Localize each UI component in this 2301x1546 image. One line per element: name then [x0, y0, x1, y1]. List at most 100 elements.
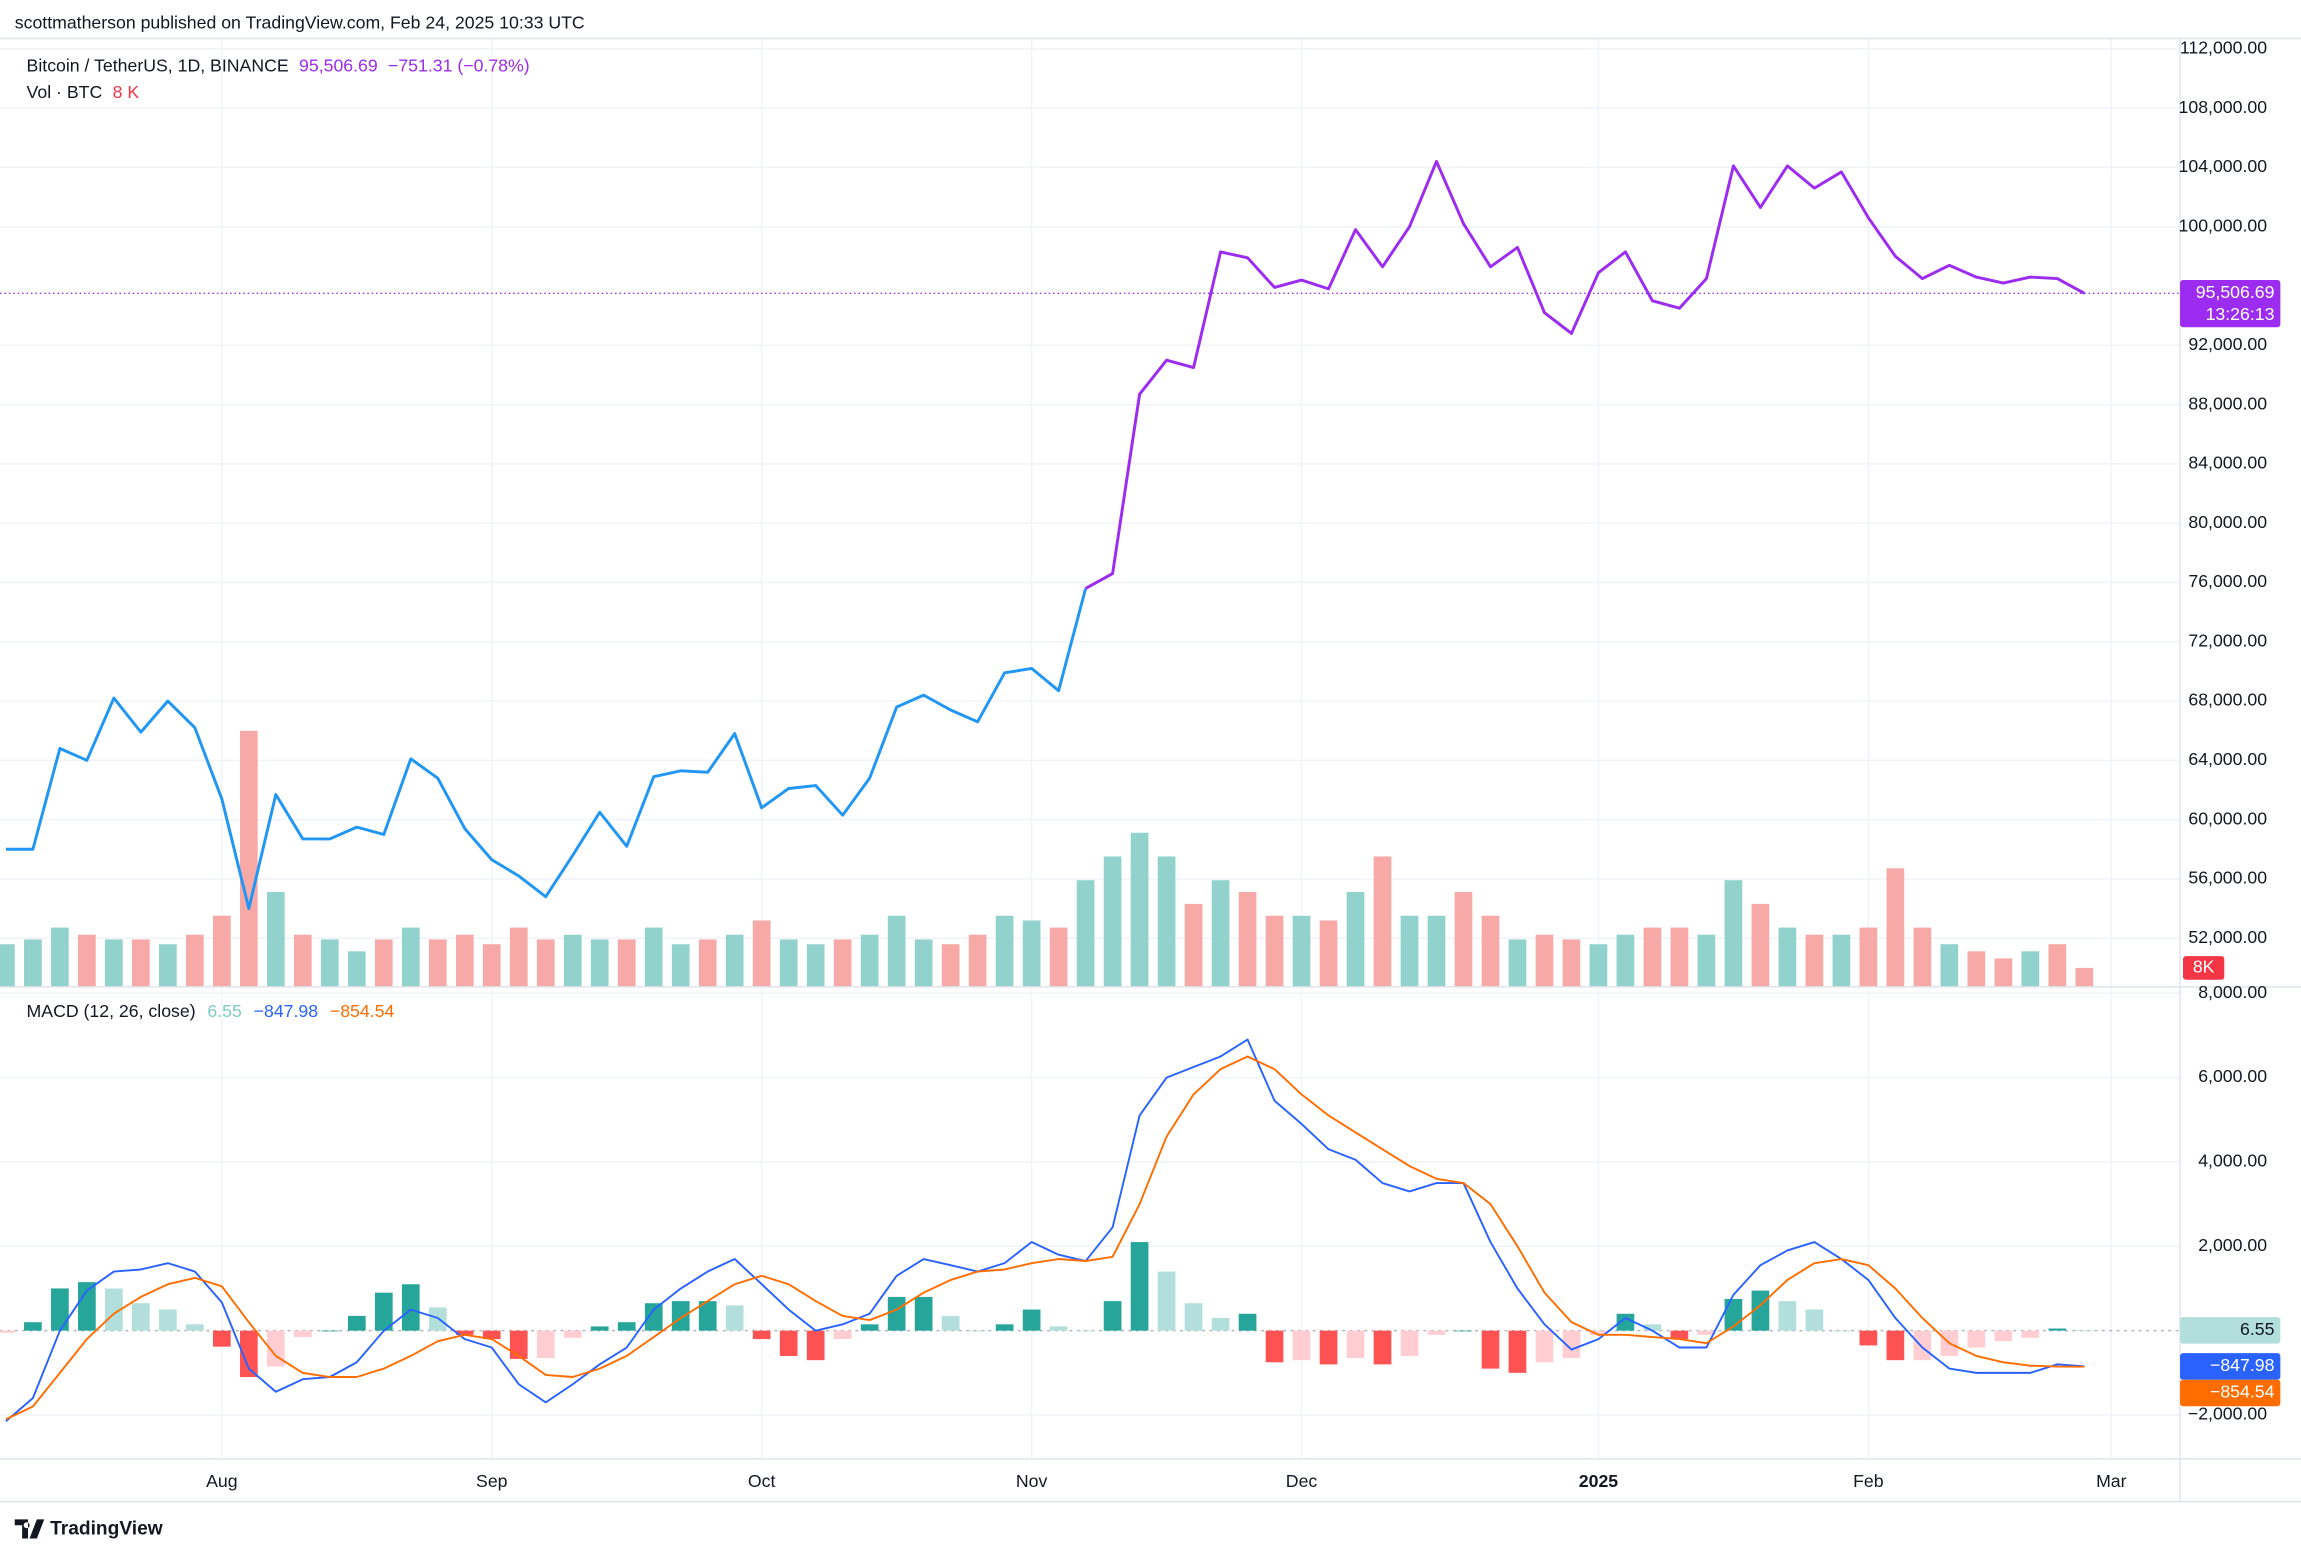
macd-histogram-bar — [1454, 1330, 1473, 1332]
volume-bar — [1670, 927, 1689, 987]
macd-histogram-bar — [1535, 1330, 1554, 1363]
volume-bar — [1292, 915, 1311, 987]
symbol-legend: Bitcoin / TetherUS, 1D, BINANCE 95,506.69… — [27, 55, 530, 75]
y-tick-label: 4,000.00 — [2198, 1151, 2267, 1171]
y-tick-label: 68,000.00 — [2188, 690, 2267, 710]
volume-bar — [1967, 951, 1986, 987]
macd-histogram-bar — [239, 1330, 258, 1378]
macd-histogram-bar — [590, 1326, 609, 1331]
histogram-value: 6.55 — [207, 1001, 242, 1021]
macd-histogram-bar — [1670, 1330, 1689, 1340]
y-tick-label: 64,000.00 — [2188, 749, 2267, 769]
macd-histogram-bar — [1643, 1324, 1662, 1331]
volume-bar — [617, 939, 636, 987]
volume-bar — [887, 915, 906, 987]
macd-value: −847.98 — [254, 1001, 319, 1021]
volume-bar — [1454, 892, 1473, 987]
macd-histogram-bar — [1373, 1330, 1392, 1365]
y-tick-label: 84,000.00 — [2188, 453, 2267, 473]
macd-histogram-bar — [51, 1288, 69, 1331]
macd-histogram-bar — [1265, 1330, 1284, 1363]
macd-histogram-bar — [1238, 1313, 1257, 1331]
macd-histogram-bar — [24, 1322, 42, 1331]
volume-bar — [1130, 832, 1149, 987]
macd-histogram-bar — [293, 1330, 312, 1337]
y-tick-label: 60,000.00 — [2188, 808, 2267, 828]
macd-histogram-bar — [1292, 1330, 1311, 1361]
volume-bar — [1778, 927, 1797, 987]
volume-bar — [1211, 880, 1230, 987]
volume-bar — [536, 939, 555, 987]
volume-bar — [995, 915, 1014, 987]
volume-bar — [725, 934, 744, 987]
macd-histogram-bar — [509, 1330, 528, 1359]
macd-badge — [2180, 1353, 2281, 1380]
macd-histogram-bar — [0, 1330, 15, 1333]
macd-histogram-bar — [860, 1324, 879, 1331]
marks-layer — [0, 159, 2181, 1422]
volume-bar — [1103, 856, 1122, 987]
volume-bar — [860, 934, 879, 987]
volume-bar — [2021, 951, 2040, 987]
y-tick-label: 56,000.00 — [2188, 868, 2267, 888]
macd-histogram-bar — [374, 1292, 393, 1331]
macd-histogram-bar — [1967, 1330, 1986, 1348]
macd-histogram-bar — [2048, 1328, 2067, 1331]
volume-title: Vol · BTC — [27, 82, 103, 102]
volume-bar — [78, 934, 96, 987]
macd-histogram-bar — [1157, 1271, 1176, 1331]
macd-line — [5, 1038, 2085, 1422]
x-tick-label: Aug — [206, 1471, 237, 1491]
x-tick-label: 2025 — [1579, 1471, 1619, 1491]
volume-bar — [779, 939, 798, 987]
macd-histogram-bar — [1778, 1301, 1797, 1331]
volume-bar — [1616, 934, 1635, 987]
macd-histogram-bar — [1508, 1330, 1527, 1373]
volume-bar — [347, 951, 366, 987]
y-tick-label: 92,000.00 — [2188, 334, 2267, 354]
volume-bar — [833, 939, 852, 987]
volume-bar — [428, 939, 447, 987]
macd-histogram-bar — [563, 1330, 582, 1338]
volume-bar — [1886, 868, 1905, 987]
price-badge-value: 95,506.69 — [2196, 282, 2275, 302]
macd-title: MACD (12, 26, close) — [27, 1001, 196, 1021]
volume-bar — [968, 934, 987, 987]
volume-bar — [1400, 915, 1419, 987]
macd-histogram-bar — [1130, 1242, 1149, 1331]
macd-histogram-bar — [78, 1282, 96, 1331]
macd-histogram-bar — [536, 1330, 555, 1359]
macd-histogram-bar — [347, 1315, 366, 1331]
macd-histogram-bar — [212, 1330, 231, 1347]
countdown: 13:26:13 — [2206, 304, 2275, 324]
macd-histogram-bar — [1859, 1330, 1878, 1346]
volume-bar — [185, 934, 204, 987]
volume-bar — [132, 939, 150, 987]
macd-histogram-bar — [671, 1301, 690, 1331]
macd-histogram-bar — [1076, 1330, 1095, 1332]
x-tick-label: Feb — [1853, 1471, 1884, 1491]
volume-bar — [1508, 939, 1527, 987]
logo-icon — [14, 1519, 45, 1539]
macd-histogram-bar — [159, 1309, 177, 1331]
macd-histogram-bar — [320, 1330, 339, 1332]
volume-bar — [1319, 920, 1338, 987]
macd-histogram-bar — [132, 1303, 150, 1331]
y-tick-label: 104,000.00 — [2179, 156, 2268, 176]
y-tick-label: 6,000.00 — [2198, 1066, 2267, 1086]
volume-bar — [1589, 944, 1608, 987]
price-change: −751.31 (−0.78%) — [388, 55, 530, 75]
signal-line — [5, 1055, 2085, 1421]
volume-bar — [2075, 967, 2094, 987]
macd-histogram-bar — [1697, 1330, 1716, 1335]
y-tick-label: 76,000.00 — [2188, 571, 2267, 591]
macd-badge-value: −847.98 — [2210, 1355, 2275, 1375]
volume-bar — [105, 939, 123, 987]
macd-histogram-bar — [644, 1303, 663, 1331]
volume-bar — [1076, 880, 1095, 987]
macd-histogram-bar — [941, 1315, 960, 1331]
macd-histogram-bar — [1184, 1303, 1203, 1331]
volume-bar — [1940, 944, 1959, 987]
macd-histogram-bar — [914, 1296, 933, 1331]
macd-histogram-bar — [2075, 1330, 2094, 1332]
